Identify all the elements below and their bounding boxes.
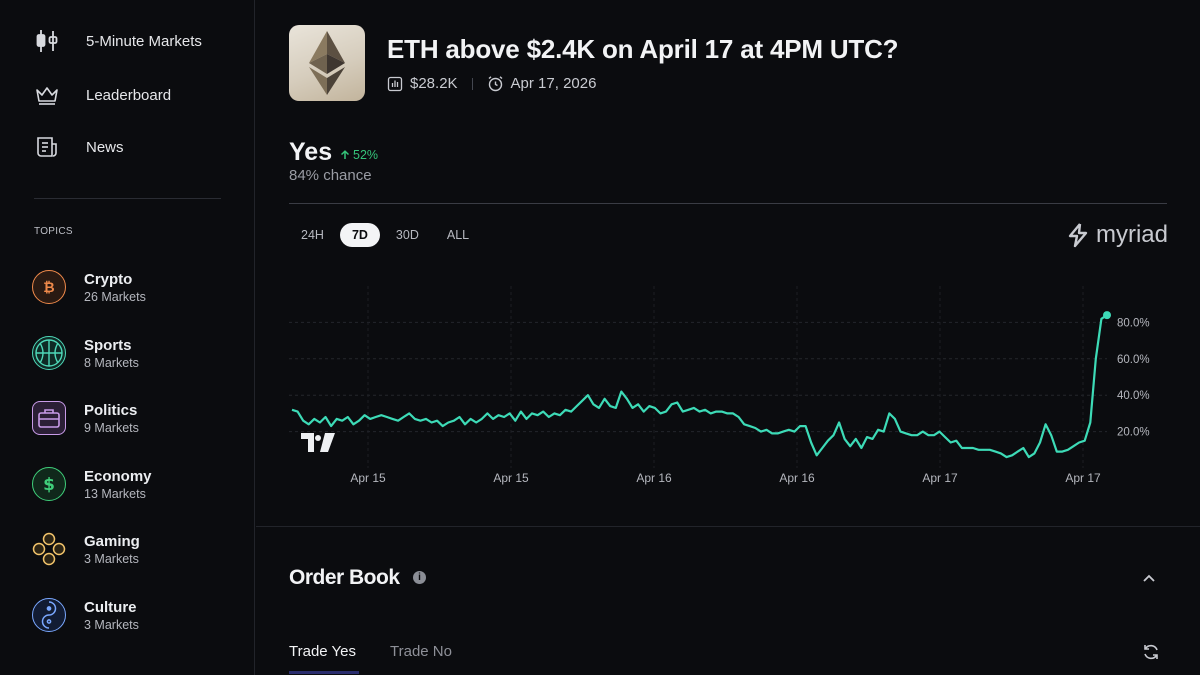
- svg-text:₿: ₿: [43, 280, 54, 296]
- topic-name: Crypto: [84, 270, 133, 288]
- nav-item-news[interactable]: News: [34, 134, 124, 160]
- info-icon[interactable]: i: [413, 571, 426, 584]
- series-line: [291, 314, 1108, 459]
- arrow-up-icon: [340, 150, 350, 159]
- candlestick-icon: [34, 28, 60, 54]
- x-tick-label: Apr 16: [636, 471, 672, 485]
- active-tab-indicator: [289, 671, 359, 674]
- x-tick-label: Apr 15: [493, 471, 529, 485]
- tab-all[interactable]: ALL: [446, 228, 470, 242]
- y-tick-label: 20.0%: [1117, 427, 1150, 439]
- topics-heading: TOPICS: [34, 226, 73, 237]
- newspaper-icon: [34, 134, 60, 160]
- meta-separator: [471, 77, 473, 90]
- topic-count: 13 Markets: [84, 486, 146, 501]
- chart-divider: [289, 203, 1167, 204]
- tab-30d[interactable]: 30D: [395, 228, 419, 242]
- topic-text: Gaming 3 Markets: [84, 533, 140, 566]
- tab-7d[interactable]: 7D: [339, 223, 380, 247]
- topic-text: Crypto 26 Markets: [84, 271, 146, 304]
- topic-text: Culture 3 Markets: [84, 599, 139, 632]
- section-divider: [256, 526, 1200, 527]
- topic-gaming[interactable]: Gaming 3 Markets: [32, 532, 140, 566]
- sidebar-divider: [34, 198, 221, 199]
- range-tabs: 24H 7D 30D ALL: [289, 223, 481, 247]
- volume-stat: $28.2K: [387, 75, 458, 92]
- topic-count: 3 Markets: [84, 551, 139, 566]
- topic-text: Economy 13 Markets: [84, 468, 152, 501]
- tab-trade-yes[interactable]: Trade Yes: [289, 643, 356, 660]
- market-meta: $28.2K Apr 17, 2026: [387, 75, 596, 92]
- order-book-tabs: Trade Yes Trade No: [289, 643, 452, 660]
- svg-text:$: $: [43, 475, 55, 494]
- volume-value: $28.2K: [410, 75, 458, 92]
- topic-economy[interactable]: $ Economy 13 Markets: [32, 467, 152, 501]
- y-tick-label: 40.0%: [1117, 390, 1150, 402]
- outcome-change: 52%: [340, 148, 378, 162]
- chart-grid: [289, 286, 1107, 468]
- alarm-clock-icon: [488, 76, 503, 92]
- nav-item-leaderboard[interactable]: Leaderboard: [34, 82, 171, 108]
- topic-count: 8 Markets: [84, 355, 139, 370]
- x-tick-label: Apr 17: [922, 471, 958, 485]
- crown-icon: [34, 82, 60, 108]
- tab-24h[interactable]: 24H: [301, 228, 324, 242]
- market-title: ETH above $2.4K on April 17 at 4PM UTC?: [387, 34, 899, 64]
- topic-name: Politics: [84, 401, 138, 419]
- yin-yang-icon: [32, 598, 66, 632]
- nav-item-label: 5-Minute Markets: [86, 32, 202, 50]
- x-axis: Apr 15 Apr 15 Apr 16 Apr 16 Apr 17 Apr 17: [350, 471, 1101, 485]
- topic-name: Gaming: [84, 532, 140, 550]
- order-book-title: Order Book: [289, 566, 400, 589]
- price-chart: Apr 15 Apr 15 Apr 16 Apr 16 Apr 17 Apr 17 20.…: [289, 286, 1150, 485]
- ethereum-logo-icon: [309, 31, 345, 95]
- topic-politics[interactable]: Politics 9 Markets: [32, 401, 139, 435]
- y-tick-label: 60.0%: [1117, 354, 1150, 366]
- topic-text: Sports 8 Markets: [84, 337, 139, 370]
- market-image: [289, 25, 365, 101]
- nav-item-label: Leaderboard: [86, 86, 172, 104]
- outcome-chance: 84% chance: [289, 167, 372, 184]
- chevron-up-icon[interactable]: [1141, 570, 1157, 586]
- topic-count: 26 Markets: [84, 289, 146, 304]
- topic-sports[interactable]: Sports 8 Markets: [32, 336, 139, 370]
- topic-count: 9 Markets: [84, 420, 139, 435]
- dollar-icon: $: [32, 467, 66, 501]
- series-end-point: [1103, 311, 1111, 320]
- x-tick-label: Apr 16: [779, 471, 815, 485]
- refresh-icon[interactable]: [1142, 643, 1160, 661]
- bar-chart-icon: [387, 76, 403, 91]
- y-axis: 20.0% 40.0% 60.0% 80.0%: [1117, 317, 1150, 438]
- outcome-label: Yes: [289, 138, 333, 166]
- topic-name: Sports: [84, 336, 132, 354]
- topic-count: 3 Markets: [84, 617, 139, 632]
- topic-name: Culture: [84, 598, 137, 616]
- change-value: 52%: [353, 148, 379, 162]
- end-date-stat: Apr 17, 2026: [487, 75, 597, 92]
- tab-trade-no[interactable]: Trade No: [390, 643, 452, 660]
- nav-item-5-minute-markets[interactable]: 5-Minute Markets: [34, 28, 202, 54]
- y-tick-label: 80.0%: [1117, 317, 1150, 329]
- gamepad-icon: [32, 532, 66, 566]
- brand-logo: myriad: [1066, 221, 1168, 249]
- brand-name: myriad: [1095, 221, 1168, 248]
- market-detail: ETH above $2.4K on April 17 at 4PM UTC? …: [256, 0, 1200, 675]
- end-date-value: Apr 17, 2026: [510, 75, 597, 92]
- briefcase-icon: [32, 401, 66, 435]
- topic-crypto[interactable]: ₿ Crypto 26 Markets: [32, 270, 146, 304]
- topic-culture[interactable]: Culture 3 Markets: [32, 598, 139, 632]
- nav-item-label: News: [86, 138, 124, 156]
- topic-name: Economy: [84, 467, 152, 485]
- x-tick-label: Apr 15: [350, 471, 386, 485]
- topic-text: Politics 9 Markets: [84, 402, 139, 435]
- bitcoin-icon: ₿: [32, 270, 66, 304]
- sidebar: 5-Minute Markets Leaderboard News TOPICS…: [0, 0, 255, 675]
- x-tick-label: Apr 17: [1065, 471, 1101, 485]
- myriad-logo-icon: [1068, 223, 1088, 248]
- basketball-icon: [32, 336, 66, 370]
- tradingview-logo-icon: [301, 433, 335, 452]
